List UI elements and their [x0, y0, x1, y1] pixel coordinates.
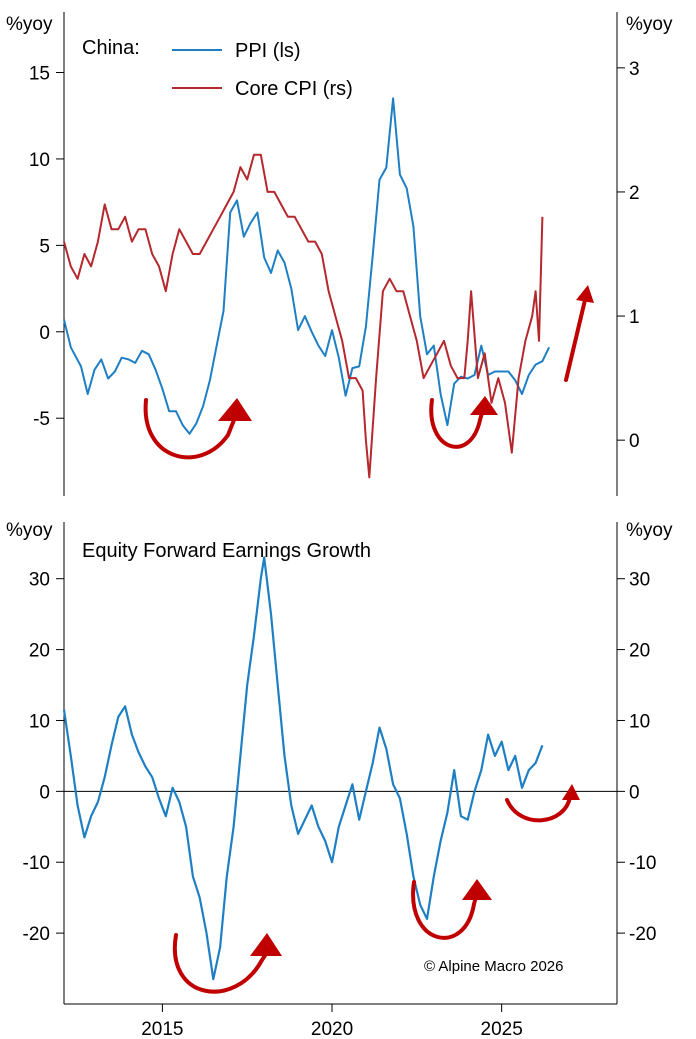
bottom-right-tick-label: 10: [629, 711, 650, 732]
core-cpi-series-line: [63, 153, 544, 479]
bottom-left-tick-label: -20: [23, 924, 50, 945]
top-left-tick-label: 0: [39, 323, 50, 344]
top-arrow-2023-icon: [429, 396, 498, 449]
bottom-arrow-2026-icon: [505, 784, 580, 823]
ppi-series-line: [63, 97, 551, 435]
bottom-arrows: [172, 784, 580, 994]
credit-label: © Alpine Macro 2026: [424, 958, 563, 975]
top-left-tick-label: -5: [33, 409, 50, 430]
bottom-arrow-2016-icon: [172, 933, 282, 994]
bottom-right-tick-label: 0: [629, 782, 640, 803]
top-left-tick-label: 5: [39, 236, 50, 257]
top-right-tick-label: 0: [629, 431, 640, 452]
bottom-left-tick-label: 30: [29, 570, 50, 591]
bottom-panel: %yoy %yoy Equity Forward Earnings Growth…: [6, 520, 673, 1039]
bottom-left-tick-label: 0: [39, 782, 50, 803]
top-right-tick-label: 1: [629, 307, 640, 328]
bottom-right-tick-label: 20: [629, 641, 650, 662]
top-left-tick-label: 15: [29, 64, 50, 85]
x-tick-label: 2015: [141, 1019, 183, 1039]
bottom-left-tick-label: 20: [29, 641, 50, 662]
top-series: [63, 97, 551, 479]
bottom-chart-title: Equity Forward Earnings Growth: [82, 540, 371, 562]
top-arrows: [143, 285, 594, 460]
top-right-tick-label: 2: [629, 183, 640, 204]
top-right-tick-label: 3: [629, 59, 640, 80]
top-arrow-2026-icon: [564, 285, 594, 382]
top-right-unit-label: %yoy: [626, 14, 673, 35]
bottom-series: [62, 556, 544, 981]
top-left-unit-label: %yoy: [6, 14, 53, 35]
x-tick-label: 2025: [481, 1019, 523, 1039]
legend-ppi-label: PPI (ls): [235, 40, 301, 62]
bottom-right-tick-label: 30: [629, 570, 650, 591]
top-arrow-2016-icon: [143, 398, 252, 460]
bottom-left-tick-label: -10: [23, 853, 50, 874]
x-tick-label: 2020: [311, 1019, 353, 1039]
top-left-tick-label: 10: [29, 150, 50, 171]
top-chart-title: China:: [82, 37, 140, 59]
earnings-series-line: [62, 556, 544, 981]
bottom-right-unit-label: %yoy: [626, 520, 673, 541]
bottom-right-tick-label: -20: [629, 924, 656, 945]
legend-cpi-label: Core CPI (rs): [235, 78, 353, 100]
bottom-right-tick-label: -10: [629, 853, 656, 874]
bottom-left-unit-label: %yoy: [6, 520, 53, 541]
bottom-arrow-2023-icon: [411, 879, 492, 940]
bottom-left-tick-label: 10: [29, 711, 50, 732]
top-panel: %yoy %yoy China: PPI (ls) Core CPI (rs) …: [6, 12, 673, 496]
